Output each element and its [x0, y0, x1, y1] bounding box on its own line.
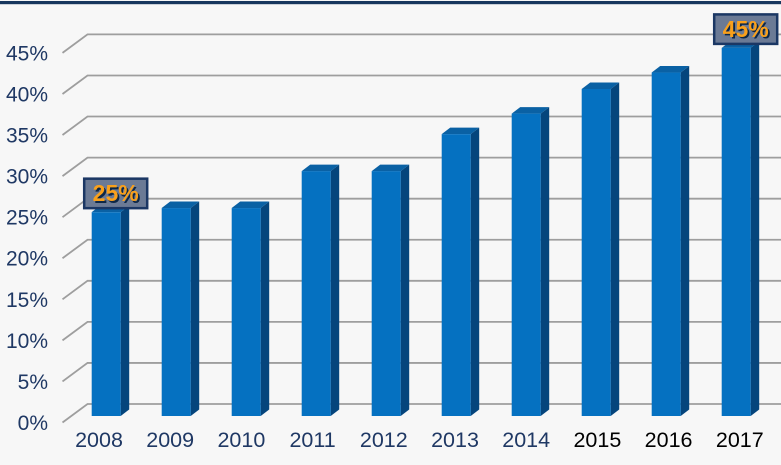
bar-2013 — [441, 134, 471, 416]
y-tick-label: 30% — [6, 166, 48, 189]
gridline-30% — [61, 156, 781, 177]
bar-side-2010 — [260, 201, 270, 416]
bar-top-2009 — [161, 201, 200, 209]
gridline-20% — [61, 238, 781, 259]
gridline-15% — [61, 279, 781, 301]
bar-2014 — [511, 113, 541, 416]
x-axis-label-2016: 2016 — [645, 428, 693, 452]
chart-top-border — [0, 1, 781, 5]
y-tick-label: 15% — [6, 289, 48, 312]
y-tick-label: 10% — [6, 330, 48, 353]
x-axis-label-2010: 2010 — [217, 428, 265, 452]
bar-top-2016 — [651, 66, 690, 73]
data-label-box-2017 — [712, 13, 779, 46]
x-axis-label-2015: 2015 — [573, 428, 621, 452]
bar-2010 — [231, 208, 261, 416]
data-label-shadow-2017: 45% — [724, 18, 770, 44]
bar-2011 — [301, 171, 331, 416]
x-axis-label-2012: 2012 — [360, 428, 408, 452]
bar-2012 — [371, 171, 401, 416]
x-axis-label-2014: 2014 — [502, 428, 550, 452]
bar-top-2011 — [301, 164, 340, 172]
y-tick-label: 0% — [18, 412, 48, 435]
y-tick-label: 25% — [6, 207, 48, 230]
bar-top-2014 — [511, 107, 550, 114]
bar-2008 — [91, 212, 121, 416]
bar-2015 — [581, 88, 611, 416]
y-tick-label: 5% — [18, 371, 48, 394]
bar-side-2012 — [400, 164, 410, 416]
bar-2017 — [721, 47, 751, 417]
bar-side-2013 — [470, 127, 480, 417]
bar-2009 — [161, 208, 191, 416]
data-label-2008: 25% — [93, 180, 139, 206]
bar-side-2016 — [680, 66, 690, 417]
bar-side-2014 — [540, 107, 550, 416]
bar-top-2015 — [581, 82, 620, 89]
x-axis-label-2008: 2008 — [75, 428, 123, 452]
bar-side-2008 — [120, 205, 130, 416]
bar-2016 — [651, 72, 681, 417]
data-label-2017: 45% — [723, 16, 769, 42]
x-axis-label-2017: 2017 — [716, 428, 764, 452]
gridline-0% — [61, 403, 781, 424]
gridline-45% — [61, 33, 781, 54]
y-tick-label: 20% — [6, 248, 48, 271]
bar-side-2017 — [750, 41, 760, 417]
y-tick-label: 45% — [6, 42, 48, 65]
bar-top-2012 — [371, 164, 410, 172]
bar-side-2009 — [190, 201, 200, 416]
x-axis-label-2009: 2009 — [146, 428, 194, 452]
gridline-35% — [61, 115, 781, 136]
y-tick-label: 40% — [6, 83, 48, 106]
gridline-10% — [61, 320, 781, 342]
bar-top-2013 — [441, 127, 480, 135]
x-axis-label-2011: 2011 — [289, 428, 335, 452]
data-label-shadow-2008: 25% — [94, 182, 140, 208]
bar-side-2011 — [330, 164, 340, 416]
bar-side-2015 — [610, 82, 620, 416]
gridline-5% — [61, 362, 781, 383]
gridline-40% — [61, 74, 781, 95]
bar-top-2010 — [231, 201, 270, 209]
y-tick-label: 35% — [6, 125, 48, 148]
x-axis-label-2013: 2013 — [431, 428, 479, 452]
data-label-box-2008 — [82, 177, 149, 210]
